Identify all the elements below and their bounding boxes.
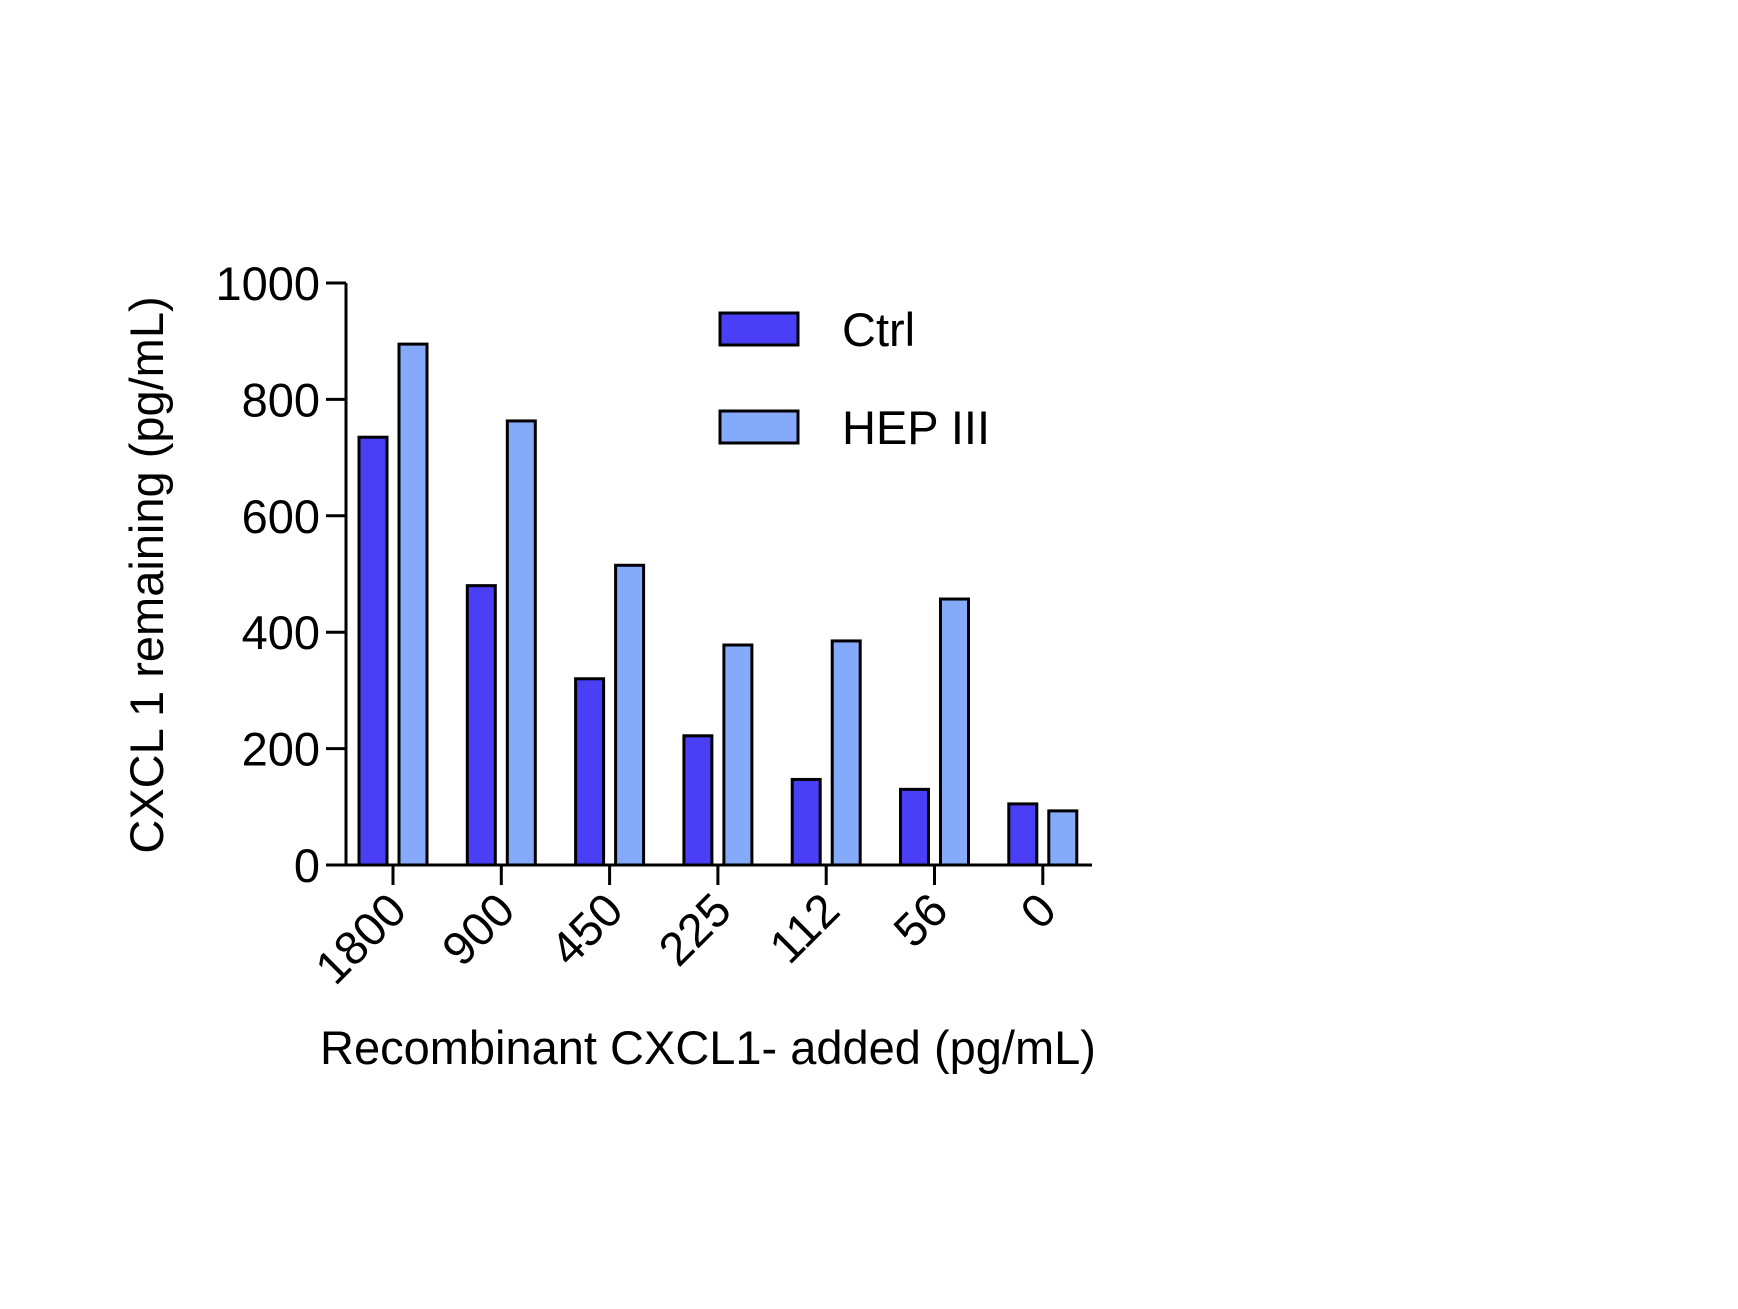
- bar-ctrl-56: [899, 787, 930, 867]
- x-tick-label: 0: [1010, 883, 1066, 939]
- bar-hep-iii-900: [505, 419, 537, 867]
- x-tick-label: 1800: [305, 883, 416, 994]
- x-axis-title: Recombinant CXCL1- added (pg/mL): [320, 1021, 1096, 1074]
- bar-ctrl-900: [465, 584, 497, 867]
- bar-ctrl-0: [1007, 802, 1039, 867]
- legend-label: Ctrl: [842, 303, 915, 356]
- y-tick-label: 600: [242, 490, 320, 543]
- x-tick-label: 225: [648, 883, 741, 976]
- bar-ctrl-450: [574, 677, 606, 867]
- y-tick-label: 1000: [215, 257, 320, 310]
- bar-hep-iii-0: [1047, 809, 1079, 867]
- bar-hep-iii-225: [722, 643, 754, 867]
- bar-ctrl-225: [682, 734, 714, 867]
- x-tick-label: 900: [431, 883, 524, 976]
- x-tick-label: 112: [759, 883, 849, 973]
- legend-swatch: [718, 409, 800, 445]
- y-tick-label: 200: [242, 723, 320, 776]
- legend-label: HEP III: [842, 401, 990, 454]
- legend-swatch: [718, 311, 800, 347]
- bar-hep-iii-450: [614, 563, 646, 867]
- bar-ctrl-112: [790, 777, 822, 867]
- bar-ctrl-1800: [357, 435, 389, 867]
- bar-hep-iii-56: [939, 597, 970, 867]
- y-tick-label: 400: [242, 606, 320, 659]
- y-axis-title: CXCL 1 remaining (pg/mL): [120, 296, 173, 853]
- y-tick-label: 800: [242, 373, 320, 426]
- x-tick-label: 56: [883, 883, 957, 957]
- bar-hep-iii-1800: [397, 342, 429, 867]
- y-tick-label: 0: [294, 839, 320, 892]
- bar-hep-iii-112: [830, 639, 862, 867]
- x-tick-label: 450: [540, 883, 633, 976]
- legend: Ctrl HEP III: [718, 303, 990, 454]
- bars: [357, 342, 1079, 867]
